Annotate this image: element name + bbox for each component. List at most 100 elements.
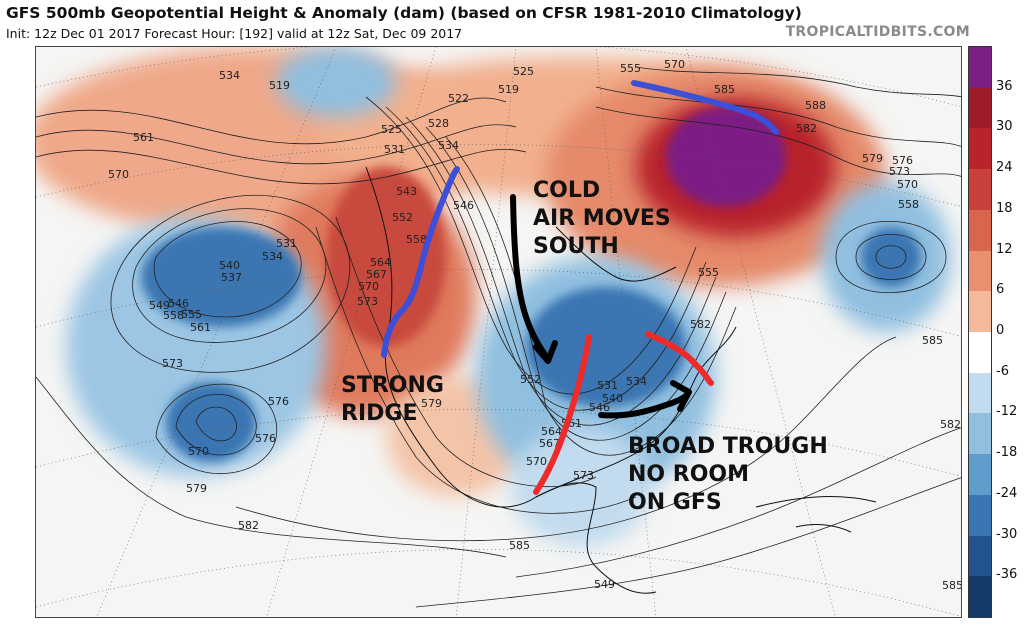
- contour-label: 534: [262, 250, 283, 263]
- colorbar-segment: [969, 454, 991, 496]
- contour-label: 540: [602, 392, 623, 405]
- contour-label: 582: [690, 318, 711, 331]
- map-title: GFS 500mb Geopotential Height & Anomaly …: [6, 4, 802, 22]
- contour-label: 564: [541, 425, 562, 438]
- colorbar-tick-label: 36: [996, 78, 1013, 94]
- map-canvas: 534 519 561 570 525 528 531 534 543 546 …: [36, 47, 962, 617]
- contour-label: 525: [381, 123, 402, 136]
- blue-ridge-axis-line: [381, 80, 779, 358]
- contour-label: 579: [186, 482, 207, 495]
- colorbar-segment: [969, 169, 991, 211]
- contour-label: 570: [897, 178, 918, 191]
- contour-label: 576: [268, 395, 289, 408]
- contour-label: 561: [133, 131, 154, 144]
- contour-label: 573: [573, 469, 594, 482]
- colorbar-tick-label: -36: [996, 567, 1018, 583]
- colorbar-segment: [969, 250, 991, 292]
- contour-labels: 534 519 561 570 525 528 531 534 543 546 …: [108, 58, 962, 592]
- contour-label: 573: [162, 357, 183, 370]
- contour-label: 546: [453, 199, 474, 212]
- contour-label: 522: [448, 92, 469, 105]
- colorbar-tick-label: 18: [996, 200, 1013, 216]
- annotation-strong-ridge: STRONG RIDGE: [341, 372, 444, 428]
- contour-label: 531: [276, 237, 297, 250]
- contour-label: 531: [597, 379, 618, 392]
- contour-label: 567: [539, 437, 560, 450]
- colorbar-tick-label: 30: [996, 119, 1013, 135]
- colorbar-segment: [969, 209, 991, 252]
- anomaly-shading: [36, 47, 951, 547]
- contour-label: 519: [269, 79, 290, 92]
- colorbar-tick-label: 12: [996, 241, 1013, 257]
- contour-label: 546: [589, 401, 610, 414]
- contour-label: 588: [805, 99, 826, 112]
- colorbar-segment: [969, 535, 991, 577]
- weather-map: 534 519 561 570 525 528 531 534 543 546 …: [35, 46, 962, 618]
- contour-label: 519: [498, 83, 519, 96]
- contour-label: 570: [108, 168, 129, 181]
- contour-label: 531: [384, 143, 405, 156]
- contour-label: 540: [219, 259, 240, 272]
- contour-label: 570: [664, 58, 685, 71]
- contour-label: 537: [221, 271, 242, 284]
- contour-label: 576: [892, 154, 913, 167]
- colorbar-segment: [969, 372, 991, 414]
- annotation-line: AIR MOVES: [533, 206, 671, 231]
- contour-label: 549: [149, 299, 170, 312]
- contour-label: 534: [438, 139, 459, 152]
- colorbar-segment: [969, 291, 991, 333]
- contour-label: 585: [942, 579, 962, 592]
- contour-label: 564: [370, 256, 391, 269]
- contour-label: 528: [428, 117, 449, 130]
- contour-label: 552: [520, 373, 541, 386]
- contour-label: 549: [594, 578, 615, 591]
- contour-label: 558: [163, 309, 184, 322]
- colorbar-tick-label: -24: [996, 485, 1018, 501]
- annotation-cold-air: COLD AIR MOVES SOUTH: [533, 177, 671, 261]
- contour-label: 582: [238, 519, 259, 532]
- colorbar-segment: [969, 332, 991, 374]
- contour-label: 546: [168, 297, 189, 310]
- colorbar-segment: [969, 87, 991, 129]
- colorbar-segment: [969, 494, 991, 537]
- contour-label: 555: [698, 266, 719, 279]
- header: GFS 500mb Geopotential Height & Anomaly …: [0, 0, 1024, 46]
- contour-label: 525: [513, 65, 534, 78]
- contour-label: 573: [357, 295, 378, 308]
- contour-label: 534: [219, 69, 240, 82]
- colorbar-tick-label: 6: [996, 282, 1005, 298]
- contour-label: 573: [889, 165, 910, 178]
- graticule: [36, 47, 961, 617]
- colorbar-segment: [969, 128, 991, 170]
- annotation-line: ON GFS: [628, 490, 722, 515]
- contour-label: 570: [358, 280, 379, 293]
- colorbar-tick-label: -12: [996, 404, 1018, 420]
- colorbar-tick-label: 24: [996, 160, 1013, 176]
- contour-label: 570: [526, 455, 547, 468]
- contour-label: 582: [796, 122, 817, 135]
- colorbar-segment: [969, 576, 991, 618]
- annotation-line: SOUTH: [533, 234, 619, 259]
- contour-label: 570: [188, 445, 209, 458]
- colorbar-tick-label: -6: [996, 363, 1009, 379]
- black-arrows: [510, 194, 692, 419]
- contour-label: 585: [922, 334, 943, 347]
- contour-label: 552: [392, 211, 413, 224]
- contour-label: 585: [714, 83, 735, 96]
- contour-label: 555: [620, 62, 641, 75]
- annotation-line: COLD: [533, 178, 601, 203]
- contour-label: 534: [626, 375, 647, 388]
- contour-label: 582: [940, 418, 961, 431]
- contour-label: 561: [190, 321, 211, 334]
- colorbar-tick-label: -18: [996, 445, 1018, 461]
- contour-label: 558: [406, 233, 427, 246]
- colorbar-tick-label: -30: [996, 526, 1018, 542]
- annotation-line: NO ROOM: [628, 462, 750, 487]
- annotation-line: STRONG: [341, 373, 444, 398]
- colorbar-segment: [969, 47, 991, 89]
- anomaly-colorbar: [968, 46, 992, 618]
- contour-label: 558: [898, 198, 919, 211]
- contour-label: 576: [255, 432, 276, 445]
- contour-label: 579: [421, 397, 442, 410]
- map-subtitle: Init: 12z Dec 01 2017 Forecast Hour: [19…: [6, 26, 463, 41]
